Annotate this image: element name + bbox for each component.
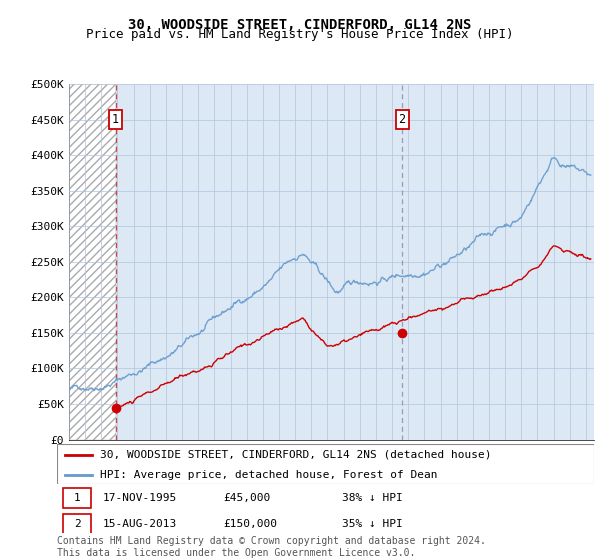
FancyBboxPatch shape (57, 444, 594, 484)
Text: 35% ↓ HPI: 35% ↓ HPI (341, 519, 403, 529)
Text: 30, WOODSIDE STREET, CINDERFORD, GL14 2NS (detached house): 30, WOODSIDE STREET, CINDERFORD, GL14 2N… (100, 450, 491, 460)
Text: 30, WOODSIDE STREET, CINDERFORD, GL14 2NS: 30, WOODSIDE STREET, CINDERFORD, GL14 2N… (128, 18, 472, 32)
Text: £45,000: £45,000 (223, 493, 271, 503)
Text: 1: 1 (112, 113, 119, 126)
FancyBboxPatch shape (64, 514, 91, 534)
Text: 17-NOV-1995: 17-NOV-1995 (103, 493, 177, 503)
Text: Price paid vs. HM Land Registry's House Price Index (HPI): Price paid vs. HM Land Registry's House … (86, 28, 514, 41)
Text: 2: 2 (398, 113, 406, 126)
Text: £150,000: £150,000 (223, 519, 277, 529)
Text: 1: 1 (74, 493, 81, 503)
Text: HPI: Average price, detached house, Forest of Dean: HPI: Average price, detached house, Fore… (100, 470, 437, 480)
Text: Contains HM Land Registry data © Crown copyright and database right 2024.
This d: Contains HM Land Registry data © Crown c… (57, 536, 486, 558)
Text: 15-AUG-2013: 15-AUG-2013 (103, 519, 177, 529)
Text: 2: 2 (74, 519, 81, 529)
Text: 38% ↓ HPI: 38% ↓ HPI (341, 493, 403, 503)
Bar (69, 84, 116, 440)
FancyBboxPatch shape (64, 488, 91, 508)
